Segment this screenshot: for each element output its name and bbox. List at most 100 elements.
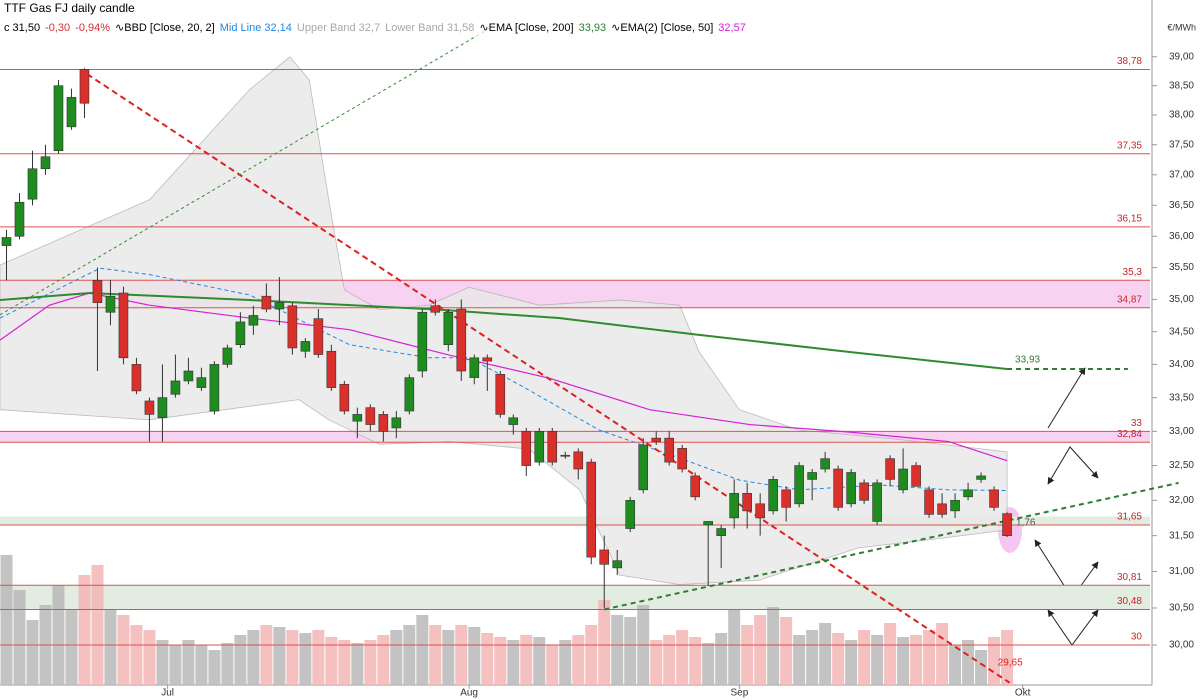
candle-body <box>950 500 960 512</box>
volume-bar <box>949 645 962 685</box>
volume-bar <box>845 640 858 685</box>
volume-bar <box>234 635 247 685</box>
trendline <box>0 27 491 316</box>
candle-body <box>261 295 272 310</box>
volume-bar <box>0 555 13 685</box>
candle-body <box>651 437 662 442</box>
volume-bar <box>377 635 390 685</box>
candle-body <box>313 318 324 355</box>
volume-bar <box>546 645 559 685</box>
unit-label: €/MWh <box>1167 22 1196 32</box>
candle-body <box>27 168 38 200</box>
volume-bar <box>260 625 273 685</box>
y-tick-label: 31,50 <box>1169 530 1194 541</box>
y-tick-label: 30,50 <box>1169 603 1194 614</box>
volume-bar <box>104 610 117 685</box>
candle-body <box>495 374 506 415</box>
volume-bar <box>754 615 767 685</box>
volume-bar <box>741 625 754 685</box>
candle-body <box>664 437 675 463</box>
candle-body <box>14 201 25 237</box>
candle-body <box>586 461 597 558</box>
candle-body <box>196 377 207 388</box>
candle-body <box>911 465 921 487</box>
zone <box>0 516 1150 525</box>
legend-item: 33,93 <box>579 22 607 34</box>
y-tick-label: 37,00 <box>1169 169 1194 180</box>
candle-body <box>755 503 765 519</box>
candle-body <box>183 370 194 382</box>
candle-body <box>638 444 649 491</box>
candle-body <box>833 468 843 508</box>
volume-bar <box>338 640 351 685</box>
x-tick-label: Jul <box>161 688 174 699</box>
volume-bar <box>507 640 520 685</box>
volume-bar <box>286 630 299 685</box>
volume-bar <box>572 635 585 685</box>
candle-body <box>365 407 376 425</box>
candle-body <box>144 400 155 415</box>
y-tick-label: 35,00 <box>1169 294 1194 305</box>
volume-bar <box>871 635 884 685</box>
legend-item: ∿EMA [Close, 200] <box>479 22 573 34</box>
volume-bar <box>221 643 234 685</box>
volume-bar <box>208 650 221 685</box>
candle-body <box>443 311 454 345</box>
volume-bar <box>533 637 546 685</box>
candle-body <box>339 383 350 412</box>
y-tick-label: 35,50 <box>1169 262 1194 273</box>
volume-bar <box>832 633 845 685</box>
candle-body <box>352 414 363 422</box>
volume-bar <box>585 625 598 685</box>
candle-body <box>170 380 181 395</box>
candle-body <box>1 237 12 246</box>
volume-bar <box>494 637 507 685</box>
trendline <box>604 481 1179 611</box>
volume-bar <box>663 635 676 685</box>
volume-bar <box>715 633 728 685</box>
chart-title: TTF Gas FJ daily candle <box>4 1 135 15</box>
volume-bar <box>312 630 325 685</box>
volume-bar <box>858 630 871 685</box>
volume-bar <box>273 627 286 685</box>
zone <box>0 585 1150 610</box>
candle-body <box>274 302 285 310</box>
volume-bar <box>442 630 455 685</box>
volume-bar <box>598 600 611 685</box>
candle-body <box>157 397 168 419</box>
arrow <box>1047 446 1099 485</box>
volume-bar <box>897 637 910 685</box>
volume-bar <box>988 637 1001 685</box>
candle-body <box>66 97 77 128</box>
volume-bar <box>702 643 715 685</box>
level-label: 30,48 <box>1117 596 1142 607</box>
candle-body <box>391 417 402 429</box>
candle-body <box>690 475 700 498</box>
volume-bar <box>351 643 364 685</box>
candle-body <box>508 417 519 425</box>
legend-item: -0,30 <box>45 22 70 34</box>
level-label: 30 <box>1131 632 1143 643</box>
volume-bar <box>676 630 689 685</box>
y-tick-label: 37,50 <box>1169 139 1194 150</box>
arrow <box>1047 367 1086 429</box>
candle-body <box>599 549 610 565</box>
candle-body <box>40 156 51 170</box>
annotation: 1,76 <box>1016 518 1036 529</box>
candle-body <box>937 503 947 515</box>
level-label: 30,81 <box>1117 572 1142 583</box>
level-label: 36,15 <box>1117 214 1142 225</box>
volume-bar <box>416 615 429 685</box>
candle-body <box>1002 513 1012 536</box>
candle-body <box>560 454 571 457</box>
volume-bar <box>130 625 143 685</box>
legend-item: -0,94% <box>75 22 110 34</box>
volume-bar <box>325 637 338 685</box>
volume-bar <box>403 625 416 685</box>
legend-item: Upper Band 32,7 <box>297 22 380 34</box>
candle-body <box>703 521 713 526</box>
level-label: 35,3 <box>1123 267 1143 278</box>
candle-body <box>794 465 804 505</box>
